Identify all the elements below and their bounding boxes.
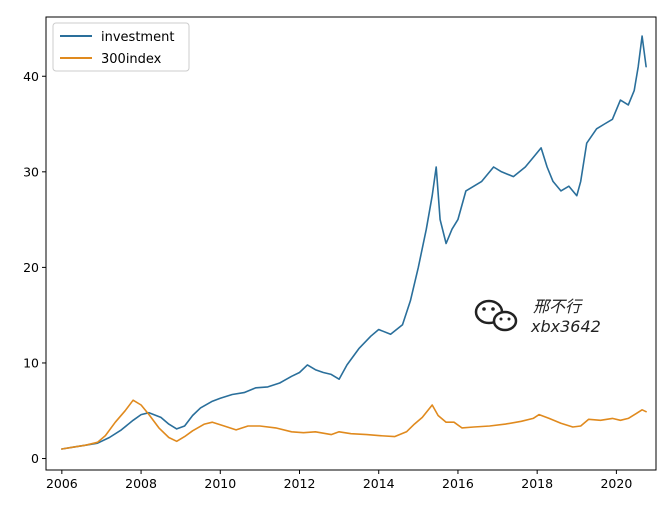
x-tick-label: 2012 (284, 476, 316, 491)
y-tick-label: 0 (31, 451, 39, 466)
y-tick-label: 40 (23, 69, 39, 84)
y-tick-label: 20 (23, 260, 39, 275)
watermark-name: 邢不行 (533, 297, 583, 316)
watermark-id: xbx3642 (530, 317, 601, 336)
series-layer (61, 35, 647, 450)
watermark: 邢不行 xbx3642 (474, 297, 601, 336)
wechat-icon (474, 299, 518, 332)
y-tick-label: 10 (23, 355, 39, 370)
x-tick-label: 2010 (204, 476, 236, 491)
plot-area (45, 16, 657, 471)
legend-label-investment: investment (101, 30, 174, 45)
x-tick-label: 2006 (46, 476, 78, 491)
x-tick-label: 2008 (125, 476, 157, 491)
legend: investment 300index (52, 22, 190, 72)
series-line-investment (61, 35, 647, 450)
x-tick-label: 2018 (521, 476, 553, 491)
y-axis: 0 10 20 30 40 (23, 69, 46, 466)
x-tick-label: 2016 (442, 476, 474, 491)
x-axis: 2006 2008 2010 2012 2014 2016 2018 2020 (46, 470, 632, 491)
y-tick-label: 30 (23, 164, 39, 179)
x-tick-label: 2014 (363, 476, 395, 491)
x-tick-label: 2020 (600, 476, 632, 491)
legend-label-300index: 300index (101, 52, 162, 67)
series-line-300index (61, 399, 647, 450)
